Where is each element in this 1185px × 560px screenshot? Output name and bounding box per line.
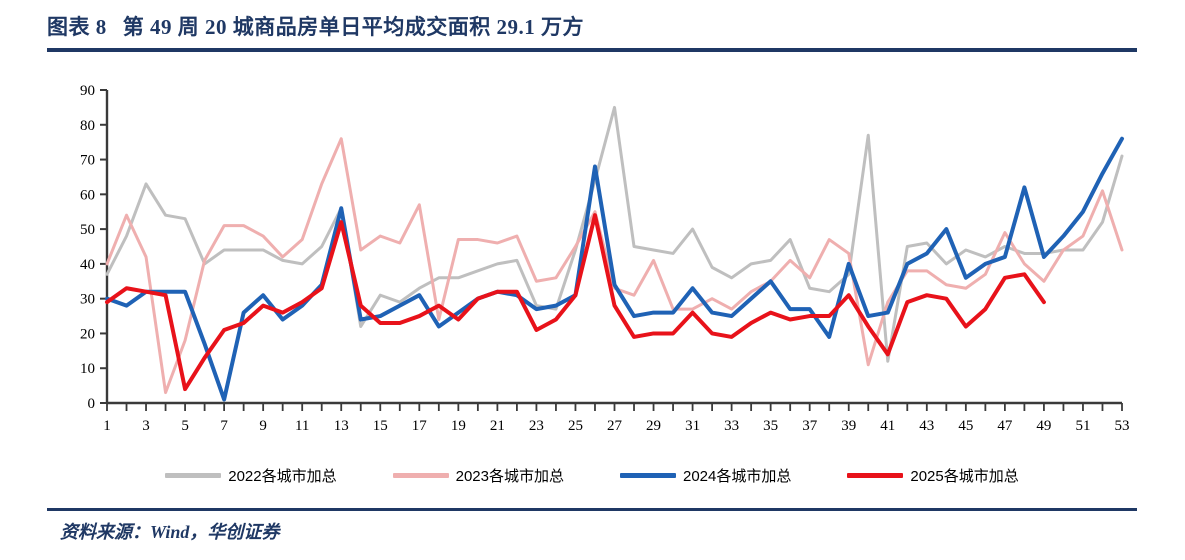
y-tick-label: 30: [80, 292, 95, 308]
footer-divider: [47, 508, 1137, 511]
x-tick-label: 27: [607, 418, 623, 434]
legend-item-2022[interactable]: 2022各城市加总: [165, 465, 337, 486]
figure-index: 图表 8: [47, 15, 107, 39]
x-tick-label: 3: [142, 418, 150, 434]
x-tick-label: 41: [880, 418, 895, 434]
y-tick-label: 90: [80, 83, 95, 99]
y-tick-label: 80: [80, 118, 95, 134]
x-tick-label: 39: [841, 418, 856, 434]
series-line-2025: [105, 213, 1046, 392]
series-line-2024: [105, 136, 1124, 402]
x-tick-label: 17: [412, 418, 428, 434]
chart-area: 0 10 20 30 40 50 60 70 80 90 1 3 5 7 9 11 13 15 17 19 21 23 25…: [47, 62, 1137, 502]
legend-label-2023: 2023各城市加总: [455, 467, 564, 485]
x-tick-label: 9: [259, 418, 267, 434]
x-tick-label: 35: [763, 418, 778, 434]
legend-swatch-2025: [847, 472, 904, 478]
x-tick-label: 43: [919, 418, 934, 434]
x-tick-label: 15: [373, 418, 388, 434]
legend-label-2024: 2024各城市加总: [683, 467, 792, 485]
x-tick-label: 19: [451, 418, 466, 434]
y-tick-label: 0: [88, 396, 96, 412]
legend-label-2022: 2022各城市加总: [228, 467, 337, 485]
x-tick-label: 13: [334, 418, 349, 434]
x-tick-label: 29: [646, 418, 661, 434]
series-line-2023: [105, 137, 1124, 395]
y-tick-label: 60: [80, 187, 95, 203]
x-tick-label: 25: [568, 418, 583, 434]
x-tick-label: 37: [802, 418, 818, 434]
legend-swatch-2022: [165, 472, 222, 478]
legend-item-2025[interactable]: 2025各城市加总: [847, 465, 1019, 486]
x-tick-label: 11: [295, 418, 309, 434]
figure-title-text: 第 49 周 20 城商品房单日平均成交面积 29.1 万方: [122, 15, 584, 39]
x-tick-label: 31: [685, 418, 700, 434]
figure-header: 图表 8 第 49 周 20 城商品房单日平均成交面积 29.1 万方: [47, 12, 1137, 54]
x-tick-label: 23: [529, 418, 544, 434]
y-tick-label: 20: [80, 326, 95, 342]
x-tick-label: 53: [1115, 418, 1130, 434]
y-tick-label: 50: [80, 222, 95, 238]
x-tick-label: 51: [1075, 418, 1090, 434]
legend-label-2025: 2025各城市加总: [910, 467, 1019, 485]
source-note: 资料来源：Wind，华创证券: [60, 522, 280, 542]
x-tick-label: 21: [490, 418, 505, 434]
y-tick-label: 10: [80, 361, 95, 377]
x-tick-label: 47: [997, 418, 1013, 434]
x-tick-label: 5: [181, 418, 189, 434]
header-divider: [47, 48, 1137, 52]
x-tick-label: 7: [220, 418, 228, 434]
x-tick-label: 49: [1036, 418, 1051, 434]
y-tick-label: 70: [80, 153, 95, 169]
x-tick-label: 1: [103, 418, 111, 434]
page-title: 图表 8 第 49 周 20 城商品房单日平均成交面积 29.1 万方: [47, 12, 1137, 42]
y-tick-label: 40: [80, 257, 95, 273]
chart-legend: 2022各城市加总 2023各城市加总 2024各城市加总 2025各城市加总: [47, 462, 1137, 488]
x-tick-label: 45: [958, 418, 973, 434]
legend-swatch-2023: [392, 472, 449, 478]
x-tick-label: 33: [724, 418, 739, 434]
series-line-2022: [105, 105, 1124, 363]
legend-item-2024[interactable]: 2024各城市加总: [620, 465, 791, 486]
legend-swatch-2024: [620, 472, 676, 478]
legend-item-2023[interactable]: 2023各城市加总: [392, 465, 564, 486]
